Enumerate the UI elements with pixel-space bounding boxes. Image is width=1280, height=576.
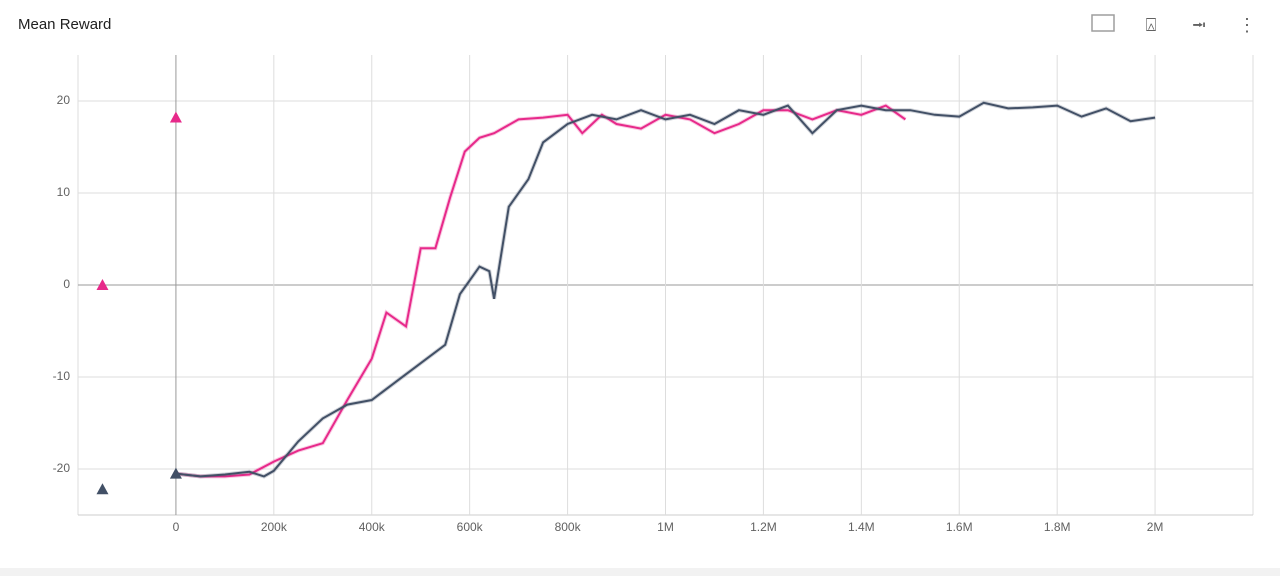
x-tick-label: 200k — [261, 520, 288, 534]
y-tick-label: 0 — [63, 277, 70, 291]
series-line — [175, 101, 1156, 478]
x-tick-label: 600k — [457, 520, 484, 534]
x-tick-label: 1.8M — [1044, 520, 1071, 534]
x-tick-label: 400k — [359, 520, 386, 534]
y-tick-label: -10 — [53, 369, 71, 383]
toolbar: ⍓ ⭲ ⋮ — [1090, 12, 1260, 38]
x-tick-label: 0 — [173, 520, 180, 534]
y-tick-label: 20 — [57, 93, 71, 107]
x-tick-label: 1.2M — [750, 520, 777, 534]
x-tick-label: 1.4M — [848, 520, 875, 534]
pin-button[interactable]: ⍓ — [1145, 15, 1157, 35]
chart-title: Mean Reward — [18, 16, 112, 33]
fit-button[interactable] — [1090, 12, 1116, 38]
y-tick-label: 10 — [57, 185, 71, 199]
menu-button[interactable]: ⋮ — [1238, 15, 1256, 35]
x-tick-label: 1M — [657, 520, 674, 534]
x-tick-label: 2M — [1147, 520, 1164, 534]
marker — [96, 483, 109, 495]
series-line-shadow — [175, 103, 907, 479]
y-tick-label: -20 — [53, 461, 71, 475]
x-tick-label: 800k — [555, 520, 582, 534]
x-tick-label: 1.6M — [946, 520, 973, 534]
marker — [169, 111, 182, 123]
marker — [169, 467, 182, 479]
collapse-button[interactable]: ⭲ — [1192, 15, 1206, 35]
footer-strip — [0, 568, 1280, 576]
series-line — [175, 104, 906, 478]
marker — [96, 279, 109, 290]
